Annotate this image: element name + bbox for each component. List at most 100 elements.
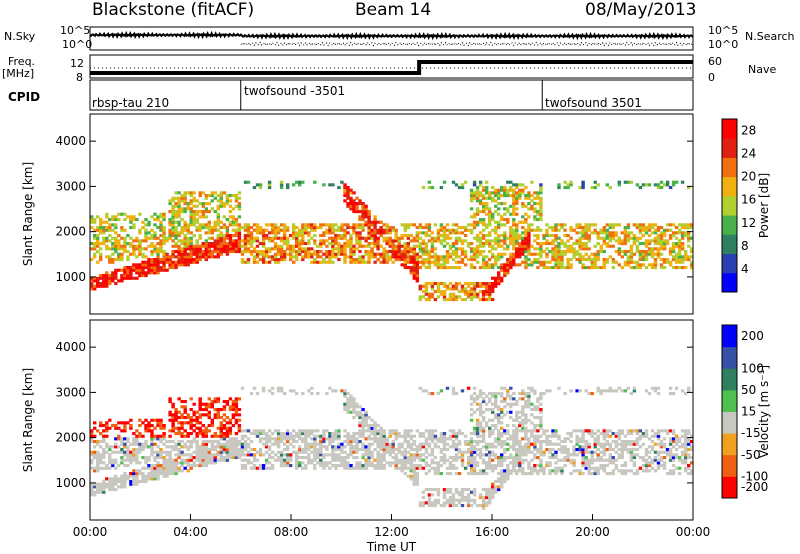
- power-cell: [346, 231, 350, 235]
- velocity-cell: [243, 434, 248, 438]
- power-cell: [144, 247, 148, 251]
- power-cell: [542, 263, 546, 267]
- velocity-cell: [96, 488, 100, 492]
- power-cell: [150, 268, 154, 272]
- velocity-cell: [283, 442, 287, 446]
- velocity-cell: [276, 450, 281, 454]
- power-cell: [123, 247, 127, 251]
- velocity-cell: [469, 437, 474, 441]
- velocity-cell: [283, 458, 287, 462]
- velocity-cell: [533, 442, 537, 446]
- power-cell: [418, 295, 422, 299]
- velocity-cell: [111, 485, 115, 489]
- power-cell: [177, 196, 181, 200]
- velocity-cell: [503, 432, 507, 436]
- power-cell: [539, 247, 543, 251]
- power-cell: [539, 202, 543, 206]
- velocity-cell: [147, 426, 151, 430]
- velocity-cell: [180, 445, 184, 449]
- power-cell: [418, 236, 422, 240]
- power-cell: [512, 188, 516, 192]
- power-cell: [153, 212, 157, 216]
- velocity-cell: [319, 448, 323, 452]
- velocity-cell: [331, 432, 335, 436]
- velocity-cell: [156, 469, 160, 473]
- velocity-cell: [150, 442, 154, 446]
- power-cell: [261, 228, 266, 232]
- power-cell: [255, 252, 260, 256]
- power-cell: [617, 183, 621, 187]
- velocity-cell: [198, 461, 202, 465]
- power-cell: [515, 252, 519, 256]
- velocity-cell: [165, 450, 169, 454]
- velocity-cell: [424, 389, 429, 393]
- power-cell: [120, 247, 124, 251]
- power-cell: [322, 239, 326, 243]
- velocity-cell: [123, 442, 127, 446]
- velocity-cell: [451, 442, 456, 446]
- power-cell: [687, 255, 691, 259]
- velocity-cell: [355, 466, 359, 470]
- velocity-cell: [216, 426, 220, 430]
- power-cell: [279, 183, 284, 187]
- velocity-cell: [403, 464, 407, 468]
- power-cell: [141, 247, 145, 251]
- power-cell: [201, 191, 205, 195]
- power-cell: [240, 226, 245, 230]
- power-cell: [581, 183, 585, 187]
- velocity-cell: [231, 424, 236, 428]
- power-cell: [478, 218, 483, 222]
- power-cell: [114, 247, 118, 251]
- velocity-cell: [448, 501, 453, 505]
- velocity-cell: [292, 437, 296, 441]
- power-cell: [186, 226, 190, 230]
- velocity-cell: [364, 461, 368, 465]
- power-cell: [412, 274, 416, 278]
- velocity-cell: [536, 405, 540, 409]
- power-cell: [448, 292, 453, 296]
- velocity-cell: [403, 440, 407, 444]
- power-cell: [132, 239, 136, 243]
- velocity-cell: [153, 469, 157, 473]
- power-cell: [451, 244, 456, 248]
- power-cell: [466, 244, 471, 248]
- velocity-cell: [466, 386, 471, 390]
- velocity-cell: [231, 400, 236, 404]
- power-cell: [219, 199, 223, 203]
- power-cell: [204, 210, 208, 214]
- power-cell: [249, 239, 254, 243]
- power-cell: [246, 223, 251, 227]
- power-cell: [494, 242, 498, 246]
- power-cell: [469, 255, 474, 259]
- velocity-cell: [198, 445, 202, 449]
- power-cell: [204, 215, 208, 219]
- velocity-cell: [120, 458, 124, 462]
- power-cell: [316, 260, 320, 264]
- velocity-cell: [466, 472, 471, 476]
- velocity-cell: [249, 432, 254, 436]
- power-cell: [373, 234, 377, 238]
- velocity-cell: [421, 466, 426, 470]
- velocity-cell: [466, 442, 471, 446]
- velocity-cell: [427, 504, 432, 508]
- velocity-cell: [379, 442, 383, 446]
- power-cell: [593, 186, 597, 190]
- velocity-cell: [316, 429, 320, 433]
- velocity-cell: [286, 464, 290, 468]
- velocity-cell: [225, 440, 230, 444]
- power-cell: [632, 236, 637, 240]
- power-cell: [252, 250, 257, 254]
- velocity-cell: [497, 392, 501, 396]
- power-cell: [355, 204, 359, 208]
- power-cell: [174, 242, 178, 246]
- power-cell: [141, 226, 145, 230]
- power-cell: [198, 223, 202, 227]
- velocity-cell: [120, 437, 124, 441]
- power-cell: [478, 191, 483, 195]
- power-cell: [503, 207, 507, 211]
- velocity-cell: [488, 429, 492, 433]
- velocity-cell: [210, 434, 214, 438]
- power-cell: [319, 242, 323, 246]
- velocity-cell: [355, 461, 359, 465]
- power-cell: [653, 266, 658, 270]
